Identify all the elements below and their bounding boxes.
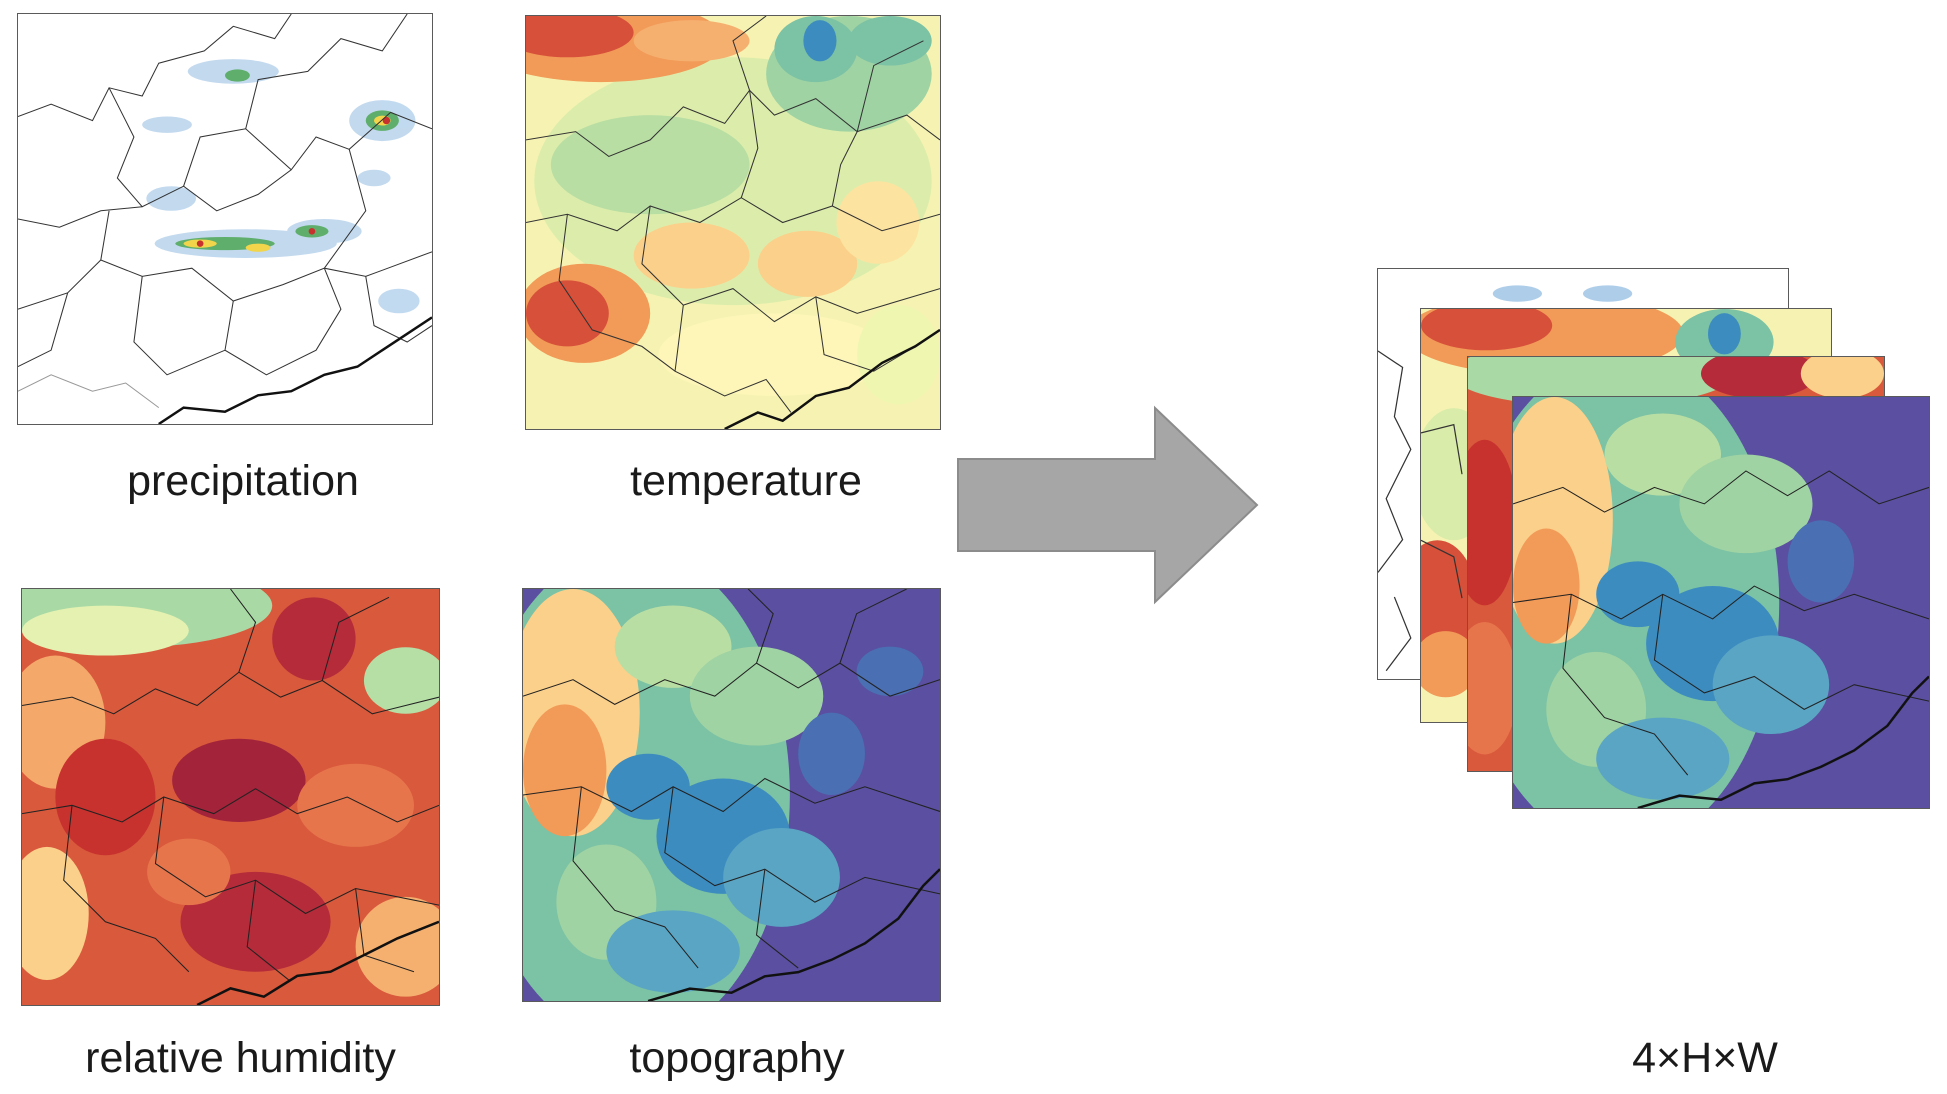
- output-shape-label: 4×H×W: [1632, 1034, 1778, 1082]
- precipitation-label: precipitation: [127, 457, 359, 505]
- topography-map: [522, 588, 941, 1002]
- topography-label: topography: [629, 1034, 845, 1082]
- stacked-topography-layer: [1512, 396, 1930, 809]
- right-arrow-icon: [957, 405, 1259, 605]
- precipitation-map: [17, 13, 433, 425]
- temperature-label: temperature: [630, 457, 862, 505]
- temperature-map: [525, 15, 941, 430]
- relative-humidity-label: relative humidity: [85, 1034, 396, 1082]
- relative-humidity-map: [21, 588, 440, 1006]
